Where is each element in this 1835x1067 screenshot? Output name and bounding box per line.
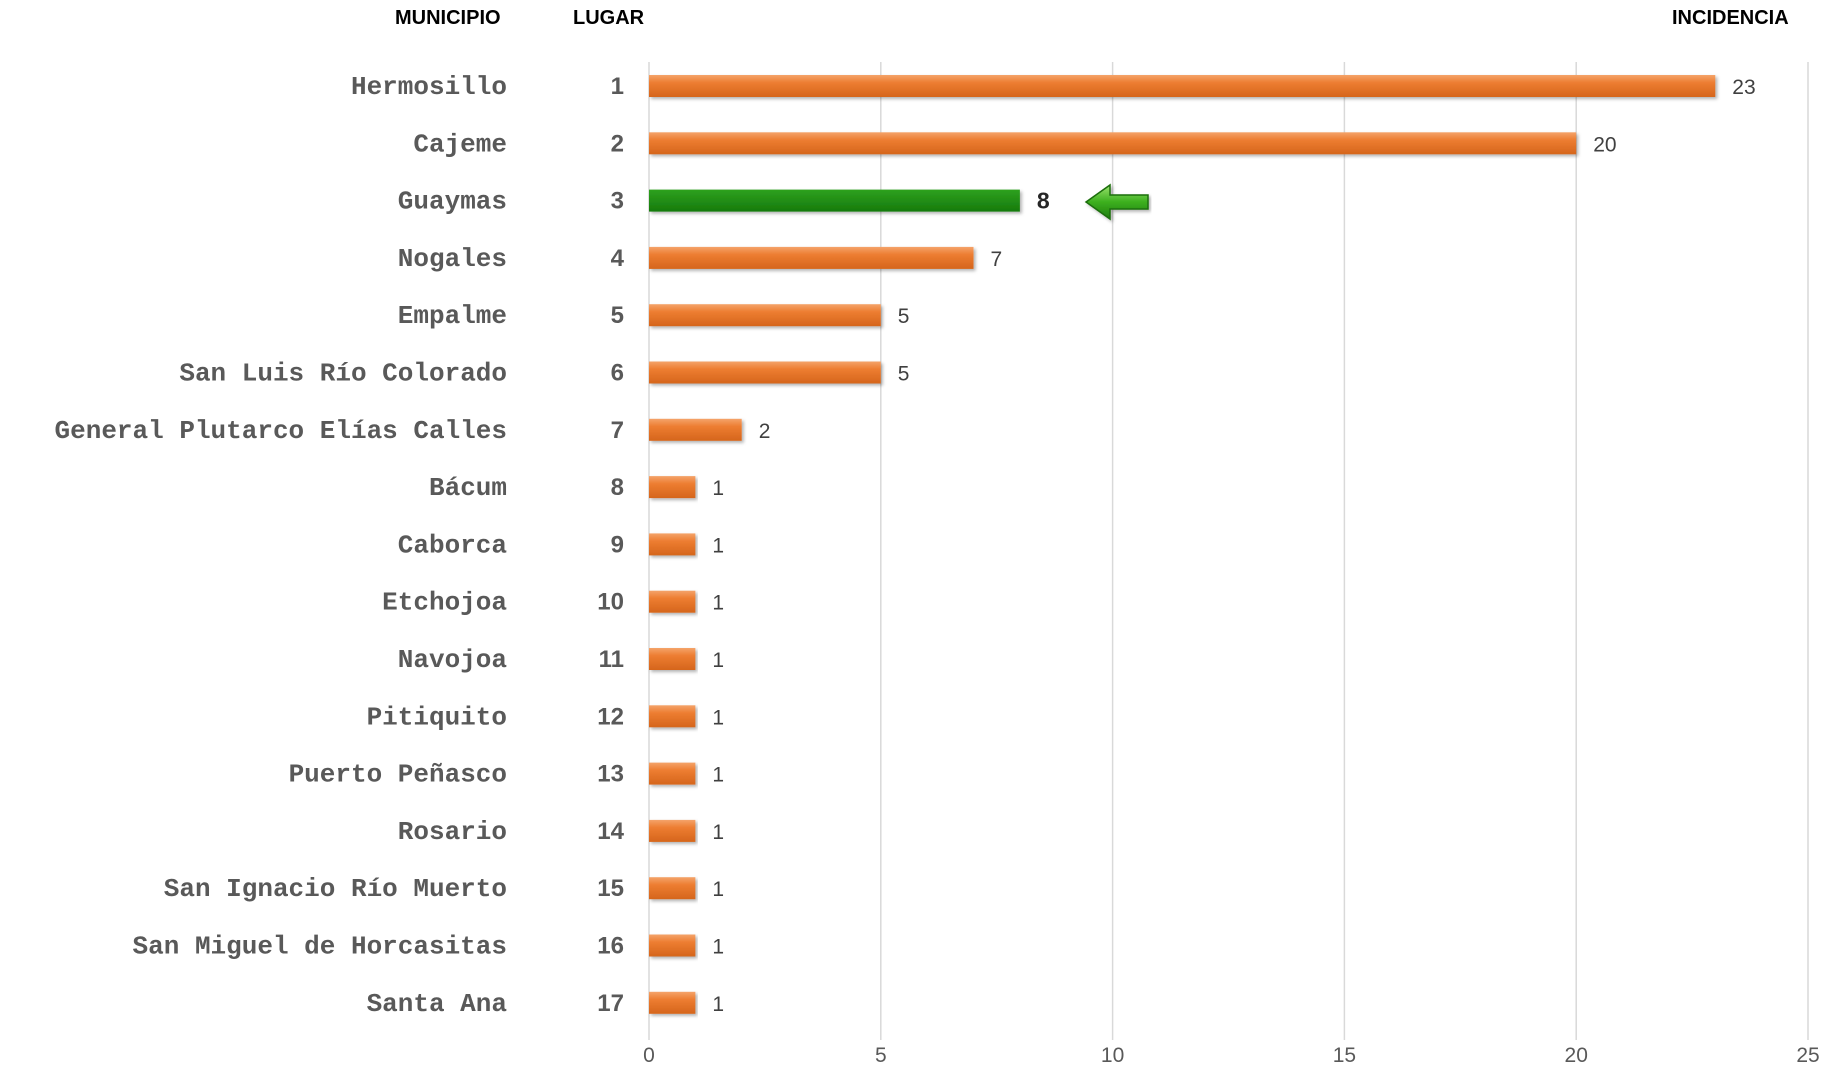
labels: Hermosillo 1 23 Cajeme 2 20 Guaymas 3 8 Nogales 4 7… (55, 72, 1756, 1019)
municipio-label: Cajeme (413, 129, 507, 159)
rank-label: 9 (611, 531, 624, 558)
x-tick-label: 5 (875, 1044, 887, 1067)
x-axis-ticks: 0 5 10 15 20 25 (643, 1044, 1820, 1067)
bar-highlight (649, 189, 1020, 212)
rank-label: 5 (611, 302, 624, 329)
rank-label: 13 (597, 761, 624, 788)
data-label: 1 (712, 477, 724, 500)
municipio-label: Rosario (398, 817, 507, 847)
data-label: 20 (1593, 133, 1616, 156)
rank-label: 11 (599, 646, 624, 673)
municipio-label: Guaymas (398, 187, 507, 217)
data-label: 8 (1037, 188, 1050, 214)
data-label: 23 (1732, 76, 1755, 99)
municipio-label: San Miguel de Horcasitas (133, 932, 507, 962)
municipio-label: San Luis Río Colorado (179, 359, 507, 389)
bar (649, 705, 696, 728)
rank-label: 14 (597, 818, 624, 845)
rank-label: 4 (611, 245, 625, 272)
municipio-label: Etchojoa (382, 588, 507, 618)
bar (649, 132, 1577, 155)
data-label: 2 (759, 420, 771, 443)
municipio-label: Caborca (398, 530, 507, 560)
bar (649, 991, 696, 1014)
rank-label: 16 (597, 933, 624, 960)
municipio-label: Navojoa (398, 645, 507, 675)
municipio-label: General Plutarco Elías Calles (55, 416, 507, 446)
bar (649, 246, 974, 269)
data-label: 1 (712, 821, 724, 844)
rank-label: 10 (597, 589, 624, 616)
bar (649, 762, 696, 785)
data-label: 1 (712, 993, 724, 1016)
header-incidencia: INCIDENCIA (1672, 7, 1789, 29)
gridlines (648, 62, 1809, 1040)
x-tick-label: 15 (1333, 1044, 1356, 1067)
municipio-label: Pitiquito (367, 702, 507, 732)
municipio-label: San Ignacio Río Muerto (164, 874, 507, 904)
rank-label: 2 (611, 130, 624, 157)
data-label: 1 (712, 706, 724, 729)
data-label: 1 (712, 534, 724, 557)
rank-label: 8 (611, 474, 624, 501)
bar (649, 418, 742, 441)
municipio-label: Hermosillo (351, 72, 507, 102)
data-label: 1 (712, 936, 724, 959)
bar (649, 361, 881, 384)
x-tick-label: 25 (1796, 1044, 1819, 1067)
bar (649, 476, 696, 499)
rank-label: 1 (611, 73, 624, 100)
data-label: 5 (898, 363, 910, 386)
data-label: 5 (898, 305, 910, 328)
bar (649, 648, 696, 670)
municipio-label: Santa Ana (367, 989, 507, 1019)
municipio-label: Empalme (398, 301, 507, 331)
bar (649, 75, 1716, 97)
bars (649, 75, 1716, 1014)
x-tick-label: 0 (643, 1044, 655, 1067)
bar (649, 934, 696, 957)
rank-label: 17 (597, 990, 624, 1017)
x-tick-label: 20 (1565, 1044, 1588, 1067)
municipio-label: Bácum (429, 473, 507, 503)
bar (649, 590, 696, 613)
municipio-label: Nogales (398, 244, 507, 274)
data-label: 1 (712, 592, 724, 615)
municipio-label: Puerto Peñasco (289, 760, 507, 790)
bar (649, 304, 881, 327)
data-label: 7 (991, 248, 1003, 271)
rank-label: 7 (611, 417, 624, 444)
header-lugar: LUGAR (573, 7, 645, 29)
left-arrow-icon (1084, 183, 1149, 221)
rank-label: 12 (597, 703, 624, 730)
rank-label: 3 (611, 188, 624, 215)
x-tick-label: 10 (1101, 1044, 1124, 1067)
rank-label: 15 (597, 875, 624, 902)
bar (649, 819, 696, 842)
bar (649, 533, 696, 556)
data-label: 1 (712, 649, 724, 672)
rank-label: 6 (611, 360, 624, 387)
data-label: 1 (712, 878, 724, 901)
data-label: 1 (712, 764, 724, 787)
header-municipio: MUNICIPIO (395, 7, 501, 29)
bar (649, 877, 696, 900)
